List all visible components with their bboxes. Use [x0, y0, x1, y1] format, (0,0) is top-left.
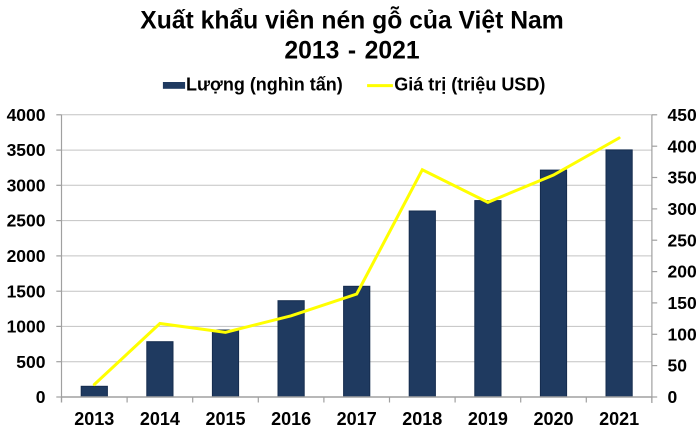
svg-text:250: 250: [668, 230, 697, 250]
svg-text:4000: 4000: [7, 105, 46, 125]
svg-text:0: 0: [668, 387, 678, 407]
svg-text:2013: 2013: [74, 409, 114, 429]
svg-text:2018: 2018: [402, 409, 442, 429]
svg-text:3000: 3000: [7, 175, 46, 195]
svg-text:350: 350: [668, 168, 697, 188]
svg-text:2021: 2021: [599, 409, 639, 429]
svg-text:300: 300: [668, 199, 697, 219]
svg-text:Lượng (nghìn tấn): Lượng (nghìn tấn): [186, 74, 343, 94]
svg-text:100: 100: [668, 324, 697, 344]
svg-text:2500: 2500: [7, 211, 46, 231]
svg-text:2015: 2015: [205, 409, 245, 429]
svg-text:Giá trị (triệu USD): Giá trị (triệu USD): [394, 74, 545, 94]
svg-text:3500: 3500: [7, 140, 46, 160]
svg-text:50: 50: [668, 356, 688, 376]
svg-text:2017: 2017: [337, 409, 377, 429]
svg-text:150: 150: [668, 293, 697, 313]
svg-text:0: 0: [36, 387, 46, 407]
svg-text:2020: 2020: [533, 409, 573, 429]
svg-text:2016: 2016: [271, 409, 311, 429]
svg-text:500: 500: [16, 352, 45, 372]
svg-text:2019: 2019: [468, 409, 508, 429]
svg-text:2013 - 2021: 2013 - 2021: [284, 37, 419, 64]
svg-text:1500: 1500: [7, 281, 46, 301]
svg-text:200: 200: [668, 262, 697, 282]
svg-text:1000: 1000: [7, 317, 46, 337]
svg-text:2014: 2014: [140, 409, 180, 429]
svg-text:400: 400: [668, 136, 697, 156]
svg-text:2000: 2000: [7, 246, 46, 266]
svg-text:Xuất khẩu viên nén gỗ của Việt: Xuất khẩu viên nén gỗ của Việt Nam: [140, 7, 563, 35]
svg-text:450: 450: [668, 105, 697, 125]
